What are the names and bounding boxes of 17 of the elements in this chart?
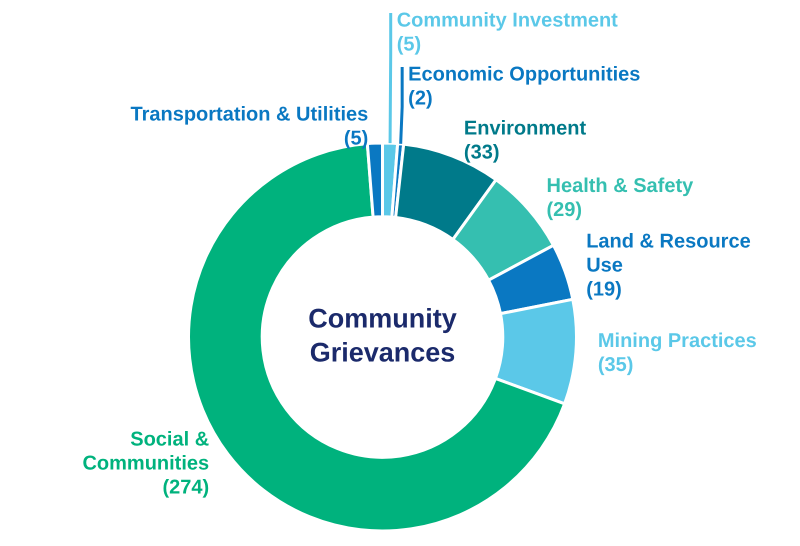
data-label: (5) [396,34,422,56]
data-label: (35) [598,354,634,376]
data-label: (274) [162,476,210,498]
slice-label: Social & Communities [82,428,210,474]
slice-label: Mining Practices [598,330,757,352]
slice-label: Community Investment [396,10,618,32]
slice-label: Economic Opportunities [408,64,640,86]
text: Community Grievances [308,303,457,368]
slice-label: Transportation & Utilities [130,104,368,126]
slice-label: Health & Safety [546,175,694,198]
data-label: (5) [344,128,368,150]
slice-label: Land & Resource Use [586,230,751,277]
data-label: (33) [464,142,500,164]
data-label: (19) [586,278,622,301]
data-label: (2) [408,88,433,110]
data-label: (29) [546,199,582,222]
slice-label: Environment [464,118,586,140]
